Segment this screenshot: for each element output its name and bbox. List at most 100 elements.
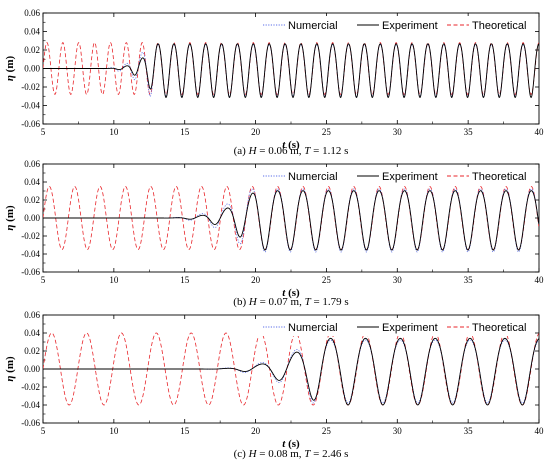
y-tick-label: 0.04 xyxy=(24,328,40,338)
x-tick-label: 40 xyxy=(535,127,545,137)
caption-part: = 1.79 s xyxy=(311,296,349,308)
x-axis-unit: (s) xyxy=(285,139,300,151)
x-tick-label: 30 xyxy=(393,275,403,285)
x-axis-unit: (s) xyxy=(285,287,300,299)
x-tick-label: 10 xyxy=(109,426,119,436)
x-tick-label: 30 xyxy=(393,127,403,137)
legend-box xyxy=(257,16,535,34)
y-axis-unit: (m) xyxy=(4,56,16,76)
caption-part: T xyxy=(305,296,312,308)
y-tick-label: -0.06 xyxy=(21,418,40,428)
x-tick-label: 25 xyxy=(322,127,332,137)
x-tick-label: 20 xyxy=(251,127,261,137)
legend-box xyxy=(257,318,535,336)
caption-part: (a) xyxy=(234,145,249,157)
x-tick-label: 10 xyxy=(109,127,119,137)
x-tick-label: 40 xyxy=(535,275,545,285)
y-tick-label: 0.04 xyxy=(24,27,40,37)
x-tick-label: 25 xyxy=(322,275,332,285)
x-axis-title: t (s) xyxy=(282,139,300,151)
y-tick-label: -0.02 xyxy=(21,82,40,92)
x-tick-label: 5 xyxy=(41,275,46,285)
x-axis-unit: (s) xyxy=(285,438,300,450)
x-tick-label: 15 xyxy=(180,127,190,137)
y-tick-label: 0.06 xyxy=(24,310,40,320)
y-axis-unit: (m) xyxy=(4,356,16,376)
series-line-experiment xyxy=(43,337,539,406)
x-axis-symbol: t xyxy=(282,438,286,450)
y-tick-label: 0.06 xyxy=(24,159,40,169)
caption-part: = 0.07 m, xyxy=(257,296,305,308)
y-axis-title: η (m) xyxy=(4,56,16,82)
y-tick-label: 0.04 xyxy=(24,177,40,187)
y-tick-label: -0.06 xyxy=(21,267,40,277)
y-tick-label: -0.02 xyxy=(21,231,40,241)
y-axis-title: η (m) xyxy=(4,205,16,231)
x-tick-label: 30 xyxy=(393,426,403,436)
x-tick-label: 40 xyxy=(535,426,545,436)
series-line-experiment xyxy=(43,190,539,251)
caption-part: (c) xyxy=(234,448,249,460)
caption-part: = 1.12 s xyxy=(310,145,348,157)
y-axis-unit: (m) xyxy=(4,205,16,225)
caption-part: H xyxy=(248,145,258,157)
y-tick-label: 0.00 xyxy=(24,213,40,223)
y-tick-label: 0.02 xyxy=(24,346,40,356)
legend-label-experiment: Experiment xyxy=(382,20,438,32)
legend-label-theoretical: Theoretical xyxy=(472,171,526,183)
chart-panel-2: 5 10 15 20 25 30 35 40 -0.06 -0.04 -0.02 0.00 0.02 0.… xyxy=(4,310,544,460)
legend-label-theoretical: Theoretical xyxy=(472,20,526,32)
x-tick-label: 5 xyxy=(41,426,46,436)
x-tick-label: 5 xyxy=(41,127,46,137)
x-tick-label: 15 xyxy=(180,275,190,285)
y-tick-label: -0.04 xyxy=(21,400,40,410)
legend-label-numerical: Numercial xyxy=(288,171,338,183)
caption-part: H xyxy=(248,448,258,460)
legend-label-experiment: Experiment xyxy=(382,322,438,334)
legend-box xyxy=(257,167,535,185)
x-axis-symbol: t xyxy=(282,139,286,151)
caption-part: = 0.08 m, xyxy=(257,448,305,460)
legend-label-numerical: Numercial xyxy=(288,20,338,32)
legend-label-theoretical: Theoretical xyxy=(472,322,526,334)
caption-part: H xyxy=(248,296,258,308)
x-tick-label: 35 xyxy=(464,127,474,137)
series-line-numerical xyxy=(43,188,539,253)
panel-caption: (c) H = 0.08 m, T = 2.46 s xyxy=(234,448,349,460)
caption-part: (b) xyxy=(233,296,249,308)
x-tick-label: 15 xyxy=(180,426,190,436)
y-axis-symbol: η xyxy=(4,225,16,231)
legend-label-numerical: Numercial xyxy=(288,322,338,334)
y-tick-label: -0.04 xyxy=(21,101,40,111)
x-tick-label: 35 xyxy=(464,426,474,436)
y-tick-label: 0.02 xyxy=(24,195,40,205)
chart-panel-1: 5 10 15 20 25 30 35 40 -0.06 -0.04 -0.02 0.00 0.02 0.… xyxy=(4,159,544,308)
legend-label-experiment: Experiment xyxy=(382,171,438,183)
y-tick-label: 0.00 xyxy=(24,64,40,74)
panel-caption: (a) H = 0.06 m, T = 1.12 s xyxy=(234,145,349,157)
y-tick-label: -0.06 xyxy=(21,119,40,129)
x-axis-symbol: t xyxy=(282,287,286,299)
y-tick-label: 0.02 xyxy=(24,45,40,55)
chart-panel-0: 5 10 15 20 25 30 35 40 -0.06 -0.04 -0.02 0.00 0.02 0.… xyxy=(4,8,544,157)
caption-part: T xyxy=(304,448,311,460)
x-tick-label: 20 xyxy=(251,426,261,436)
x-tick-label: 10 xyxy=(109,275,119,285)
caption-part: T xyxy=(304,145,311,157)
x-axis-title: t (s) xyxy=(282,287,300,299)
x-axis-title: t (s) xyxy=(282,438,300,450)
series-line-experiment xyxy=(43,43,539,99)
x-tick-label: 35 xyxy=(464,275,474,285)
y-axis-symbol: η xyxy=(4,376,16,382)
y-axis-symbol: η xyxy=(4,75,16,81)
series-line-numerical xyxy=(43,339,539,404)
x-tick-label: 25 xyxy=(322,426,332,436)
x-tick-label: 20 xyxy=(251,275,261,285)
panel-caption: (b) H = 0.07 m, T = 1.79 s xyxy=(233,296,348,308)
y-tick-label: 0.06 xyxy=(24,8,40,18)
y-tick-label: -0.02 xyxy=(21,382,40,392)
y-tick-label: -0.04 xyxy=(21,249,40,259)
y-axis-title: η (m) xyxy=(4,356,16,382)
caption-part: = 2.46 s xyxy=(310,448,348,460)
